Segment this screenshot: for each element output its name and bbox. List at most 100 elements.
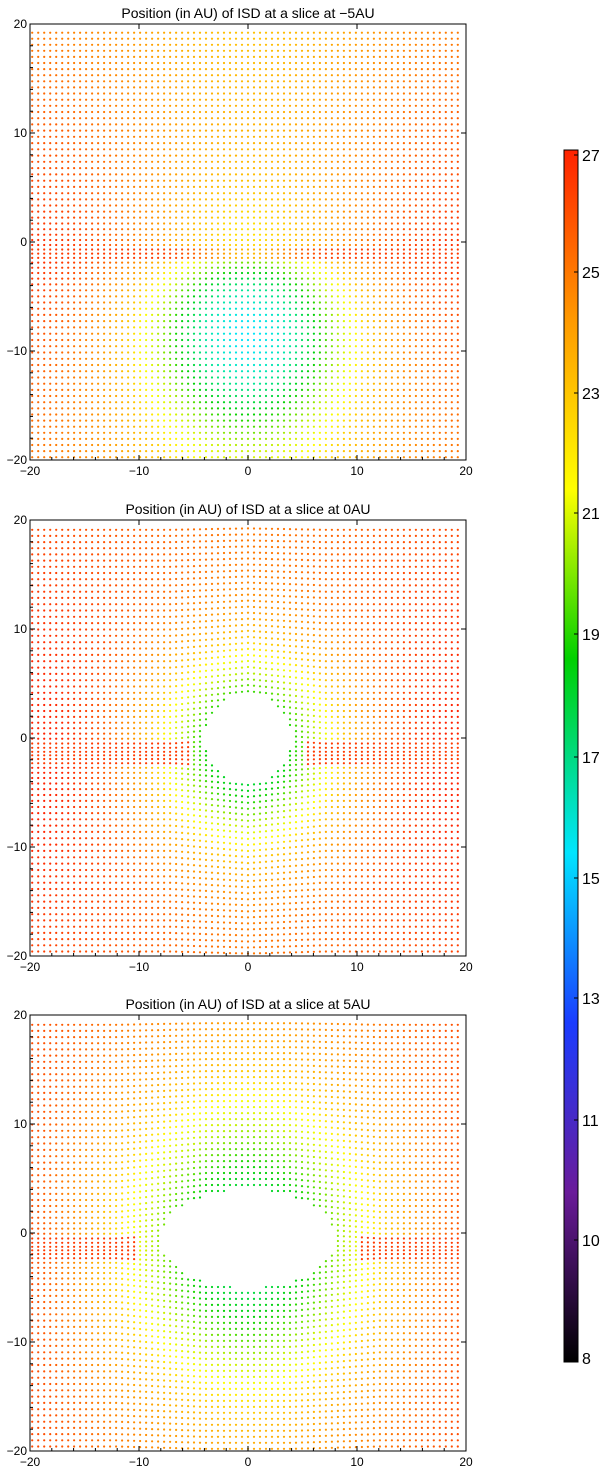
data-point <box>402 351 405 354</box>
data-point <box>31 338 34 342</box>
data-point <box>246 104 250 107</box>
data-point <box>438 61 441 65</box>
data-point <box>139 74 142 77</box>
data-point <box>31 363 34 367</box>
data-point <box>228 228 232 231</box>
data-point <box>121 425 124 428</box>
data-point <box>336 148 339 151</box>
data-point <box>330 382 333 385</box>
data-point <box>348 363 351 367</box>
data-point <box>252 376 256 379</box>
data-point <box>31 179 34 182</box>
data-point <box>109 80 112 83</box>
data-point <box>73 388 76 391</box>
data-point <box>61 425 64 428</box>
data-point <box>390 425 393 428</box>
data-point <box>85 243 88 247</box>
data-point <box>145 228 148 231</box>
data-point <box>43 160 46 163</box>
data-point <box>67 320 70 323</box>
data-point <box>282 135 286 138</box>
data-point <box>366 394 369 398</box>
data-point <box>145 198 148 201</box>
data-point <box>73 222 76 225</box>
data-point <box>288 413 292 416</box>
data-point <box>187 68 190 71</box>
data-point <box>55 289 58 292</box>
data-point <box>354 179 357 182</box>
data-point <box>414 277 417 280</box>
data-point <box>300 167 304 170</box>
data-point <box>222 216 226 219</box>
data-point <box>450 92 453 95</box>
data-point <box>270 271 274 275</box>
data-point <box>438 49 441 52</box>
data-point <box>31 49 34 52</box>
data-point <box>444 104 447 107</box>
data-point <box>300 338 304 342</box>
data-point <box>408 49 411 52</box>
data-point <box>432 338 435 342</box>
data-point <box>426 413 429 416</box>
data-point <box>55 160 58 163</box>
data-point <box>336 123 339 126</box>
data-point <box>378 283 381 286</box>
data-point <box>175 92 178 95</box>
data-point <box>456 425 459 428</box>
data-point <box>109 301 112 304</box>
data-point <box>288 443 292 447</box>
data-point <box>139 382 142 385</box>
data-point <box>426 289 429 292</box>
data-point <box>97 154 100 157</box>
data-point <box>222 198 226 201</box>
data-point <box>300 301 304 304</box>
data-point <box>312 110 315 114</box>
data-point <box>43 295 46 298</box>
data-point <box>67 110 70 114</box>
data-point <box>306 456 310 459</box>
data-point <box>43 148 46 151</box>
data-point <box>222 238 226 242</box>
data-point <box>342 425 345 428</box>
data-point <box>115 173 118 176</box>
data-point <box>318 185 321 188</box>
data-point <box>306 382 310 385</box>
data-point <box>318 198 321 201</box>
data-point <box>31 271 34 275</box>
data-point <box>414 142 417 145</box>
data-point <box>240 185 244 188</box>
data-point <box>450 222 453 225</box>
data-point <box>210 104 214 107</box>
data-point <box>294 210 298 213</box>
data-point <box>450 266 453 269</box>
data-point <box>216 338 220 342</box>
data-point <box>336 277 339 280</box>
data-point <box>228 456 232 459</box>
data-point <box>43 289 46 292</box>
data-point <box>402 173 405 176</box>
data-point <box>55 74 58 77</box>
data-point <box>348 238 351 242</box>
data-point <box>372 307 375 310</box>
data-point <box>408 338 411 342</box>
data-point <box>127 228 130 231</box>
data-point <box>228 86 232 89</box>
data-point <box>37 248 40 251</box>
data-point <box>366 160 369 163</box>
data-point <box>288 261 292 264</box>
data-point <box>240 320 244 323</box>
data-point <box>139 407 142 410</box>
data-point <box>181 407 184 410</box>
data-point <box>360 92 363 95</box>
data-point <box>414 135 417 138</box>
data-point <box>444 252 447 255</box>
data-point <box>37 167 40 170</box>
data-point <box>37 104 40 107</box>
data-point <box>396 419 399 422</box>
data-point <box>127 351 130 354</box>
data-point <box>181 271 184 275</box>
data-point <box>276 370 280 373</box>
data-point <box>79 419 82 422</box>
data-point <box>169 154 172 157</box>
data-point <box>145 185 148 188</box>
